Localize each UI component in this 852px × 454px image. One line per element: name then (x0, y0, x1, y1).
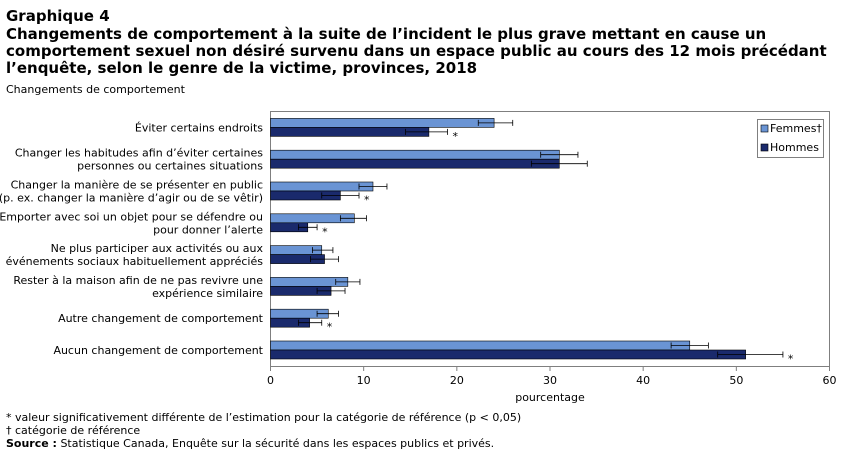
x-tick-label: 0 (267, 374, 274, 387)
category-label: événements sociaux habituellement appréc… (6, 255, 264, 268)
plot-frame (270, 111, 830, 367)
x-axis-label: pourcentage (515, 391, 585, 404)
x-tick-label: 20 (450, 374, 464, 387)
category-label: Éviter certains endroits (135, 121, 263, 134)
footnote-reference: † catégorie de référence (6, 424, 140, 437)
category-label: pour donner l’alerte (153, 223, 263, 236)
category-label: Rester à la maison afin de ne pas revivr… (13, 274, 263, 287)
x-tick-label: 30 (543, 374, 557, 387)
chart-subtitle: Changements de comportement (6, 83, 186, 96)
bar-hommes (270, 158, 560, 169)
category-label: Autre changement de comportement (58, 312, 264, 325)
legend-label-hommes: Hommes (770, 141, 819, 154)
bar-hommes (270, 127, 430, 137)
chart-title-line-1: Changements de comportement à la suite d… (6, 25, 766, 43)
source-text: Statistique Canada, Enquête sur la sécur… (57, 437, 494, 450)
chart-title-line-3: l’enquête, selon le genre de la victime,… (6, 59, 477, 77)
bar-femmes (270, 340, 691, 351)
source-line: Source : Statistique Canada, Enquête sur… (6, 437, 494, 450)
category-label: (p. ex. changer la manière d’agir ou de … (0, 192, 263, 205)
chart-title-line-2: comportement sexuel non désiré survenu d… (6, 42, 827, 60)
significance-asterisk: * (364, 194, 370, 207)
significance-asterisk: * (322, 225, 328, 238)
x-tick-label: 50 (729, 374, 743, 387)
x-tick-label: 10 (357, 374, 371, 387)
source-label: Source : (6, 437, 57, 450)
significance-markers: * * * * * (322, 130, 794, 366)
category-label: Changer les habitudes afin d’éviter cert… (15, 147, 263, 160)
legend-swatch-hommes (760, 143, 769, 152)
category-label: expérience similaire (152, 287, 263, 300)
figure-label: Graphique 4 (6, 7, 110, 25)
bars-group (270, 118, 746, 360)
footnote-significance: * valeur significativement différente de… (6, 411, 521, 424)
category-label: Emporter avec soi un objet pour se défen… (0, 210, 263, 223)
category-labels: Éviter certains endroits Changer les habi… (0, 121, 264, 357)
x-axis: 0 10 20 30 40 50 60 (267, 366, 837, 387)
bar-femmes (270, 149, 560, 160)
bar-hommes (270, 349, 746, 360)
legend-swatch-femmes (760, 124, 769, 133)
x-tick-label: 40 (636, 374, 650, 387)
legend: Femmes† Hommes (757, 119, 824, 158)
error-bars-group (298, 119, 784, 358)
category-label: Aucun changement de comportement (53, 344, 263, 357)
category-label: personnes ou certaines situations (77, 160, 263, 173)
legend-label-femmes: Femmes† (770, 122, 822, 135)
bar-femmes (270, 181, 374, 192)
significance-asterisk: * (327, 321, 333, 334)
category-label: Ne plus participer aux activités ou aux (51, 242, 264, 255)
legend-box (757, 119, 824, 158)
significance-asterisk: * (788, 353, 794, 366)
x-tick-label: 60 (823, 374, 837, 387)
significance-asterisk: * (453, 130, 459, 143)
bar-femmes (270, 118, 495, 128)
category-label: Changer la manière de se présenter en pu… (11, 179, 263, 192)
